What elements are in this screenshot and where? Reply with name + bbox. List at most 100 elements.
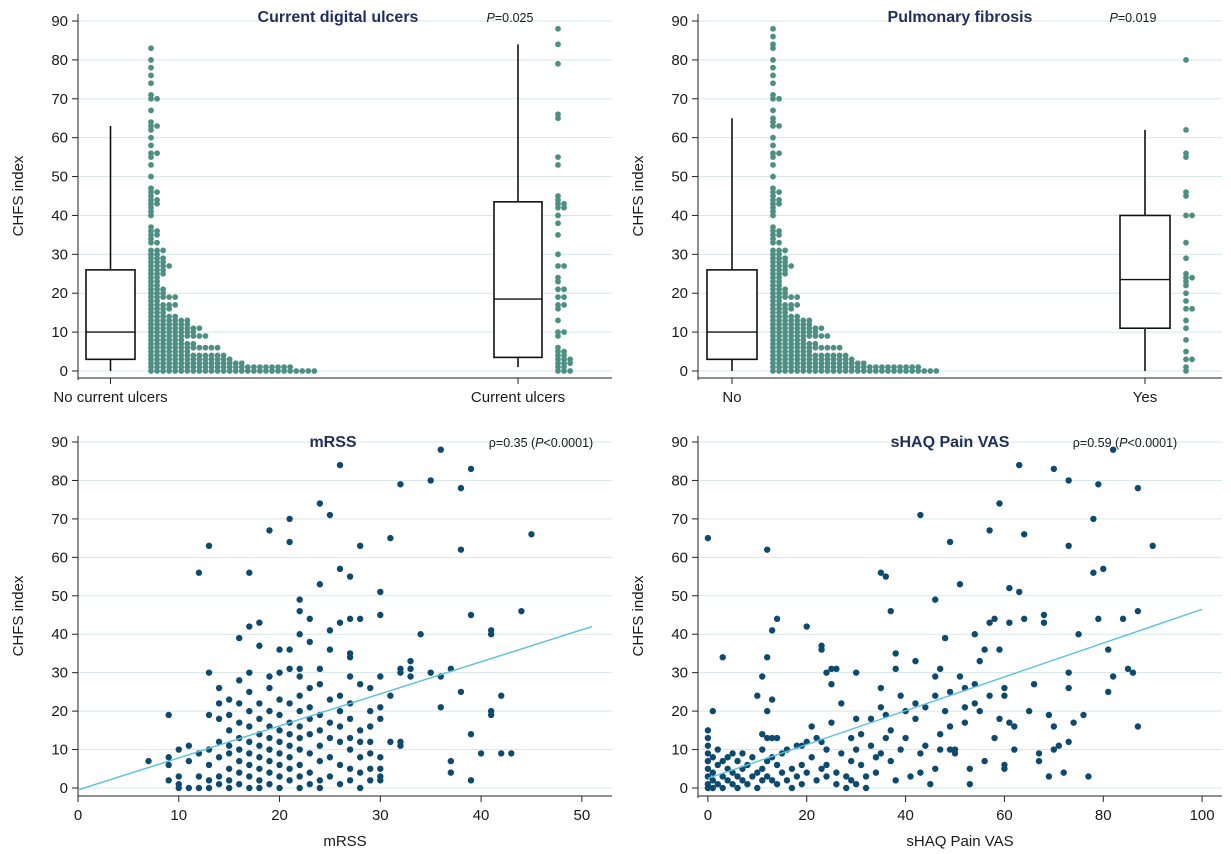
data-point bbox=[1149, 542, 1156, 549]
data-point bbox=[1109, 673, 1117, 680]
data-point bbox=[1183, 126, 1189, 133]
data-point bbox=[714, 761, 721, 769]
data-point bbox=[971, 631, 978, 638]
data-point bbox=[246, 623, 253, 630]
y-tick-label: 70 bbox=[671, 511, 688, 528]
data-point bbox=[266, 673, 273, 680]
data-point bbox=[1020, 531, 1028, 538]
data-point bbox=[759, 673, 766, 680]
y-tick-label: 10 bbox=[671, 324, 688, 341]
data-point bbox=[154, 239, 160, 246]
data-point bbox=[226, 356, 233, 363]
data-point bbox=[326, 754, 334, 761]
data-point bbox=[185, 757, 193, 765]
data-point bbox=[824, 352, 831, 359]
data-point bbox=[555, 344, 561, 351]
data-point bbox=[709, 777, 717, 784]
data-point bbox=[160, 286, 167, 293]
data-point bbox=[377, 611, 384, 619]
y-tick-label: 50 bbox=[671, 588, 688, 605]
data-point bbox=[903, 364, 909, 371]
data-point bbox=[296, 692, 303, 699]
data-point bbox=[215, 700, 223, 707]
x-tick-label: 40 bbox=[473, 807, 490, 824]
data-point bbox=[172, 294, 179, 301]
data-point bbox=[555, 286, 561, 293]
data-point bbox=[936, 665, 944, 673]
data-point bbox=[1134, 484, 1142, 492]
y-tick-label: 40 bbox=[51, 626, 68, 643]
data-point bbox=[148, 91, 154, 98]
data-point bbox=[336, 723, 344, 730]
data-point bbox=[154, 123, 160, 129]
data-point bbox=[225, 711, 233, 719]
annotation-italic: P bbox=[1110, 11, 1119, 25]
data-point bbox=[1065, 669, 1072, 676]
data-point bbox=[467, 777, 475, 784]
annotation-suffix: <0.0001) bbox=[544, 436, 594, 450]
y-tick-label: 90 bbox=[671, 434, 688, 451]
data-point bbox=[773, 615, 781, 623]
data-point bbox=[828, 681, 835, 688]
data-point bbox=[897, 746, 904, 753]
data-point bbox=[824, 344, 831, 351]
data-point bbox=[316, 742, 324, 749]
data-point bbox=[299, 368, 306, 374]
data-point bbox=[528, 531, 535, 538]
data-point bbox=[892, 665, 899, 673]
data-point bbox=[1090, 515, 1097, 523]
data-point bbox=[818, 646, 825, 653]
p-value-annotation: ρ=0.59 (P<0.0001) bbox=[1073, 436, 1177, 450]
data-point bbox=[1189, 274, 1195, 281]
data-point bbox=[1001, 684, 1008, 692]
data-point bbox=[1134, 607, 1142, 615]
data-point bbox=[776, 228, 782, 234]
data-point bbox=[202, 344, 209, 351]
data-point bbox=[306, 615, 313, 623]
data-point bbox=[932, 673, 939, 680]
data-point bbox=[377, 588, 384, 596]
data-point bbox=[770, 107, 776, 114]
data-point bbox=[991, 734, 998, 742]
data-point bbox=[215, 754, 223, 761]
data-point bbox=[823, 669, 830, 676]
data-point bbox=[806, 340, 813, 347]
data-point bbox=[154, 247, 160, 254]
x-category-label: No bbox=[722, 389, 741, 406]
data-point bbox=[1134, 723, 1142, 730]
data-point bbox=[160, 301, 167, 308]
data-point bbox=[867, 742, 875, 749]
data-point bbox=[838, 700, 845, 707]
data-point bbox=[793, 773, 801, 780]
data-point bbox=[966, 765, 974, 772]
data-point bbox=[1189, 212, 1195, 219]
data-point bbox=[266, 757, 273, 765]
x-category-label: No current ulcers bbox=[53, 389, 167, 406]
data-point bbox=[377, 765, 384, 772]
data-point bbox=[907, 773, 914, 780]
data-point bbox=[257, 364, 263, 371]
y-tick-label: 80 bbox=[671, 472, 688, 489]
data-point bbox=[770, 33, 776, 40]
data-point bbox=[286, 646, 293, 653]
data-point bbox=[202, 352, 209, 359]
data-point bbox=[178, 317, 185, 324]
data-point bbox=[885, 364, 891, 371]
annotation-prefix: ρ=0.59 ( bbox=[1073, 436, 1120, 450]
data-point bbox=[346, 573, 354, 580]
data-point bbox=[148, 45, 154, 52]
p-value-annotation: P=0.019 bbox=[1110, 11, 1157, 25]
data-point bbox=[160, 247, 167, 254]
data-point bbox=[336, 738, 344, 746]
data-point bbox=[336, 619, 344, 626]
y-axis-label: CHFS index bbox=[10, 155, 27, 236]
data-point bbox=[276, 646, 283, 653]
data-point bbox=[225, 777, 233, 784]
data-point bbox=[266, 527, 273, 534]
data-point bbox=[818, 333, 825, 339]
data-point bbox=[296, 665, 303, 673]
data-point bbox=[185, 742, 193, 749]
data-point bbox=[477, 750, 485, 757]
data-point bbox=[862, 784, 870, 792]
data-point bbox=[326, 511, 334, 519]
